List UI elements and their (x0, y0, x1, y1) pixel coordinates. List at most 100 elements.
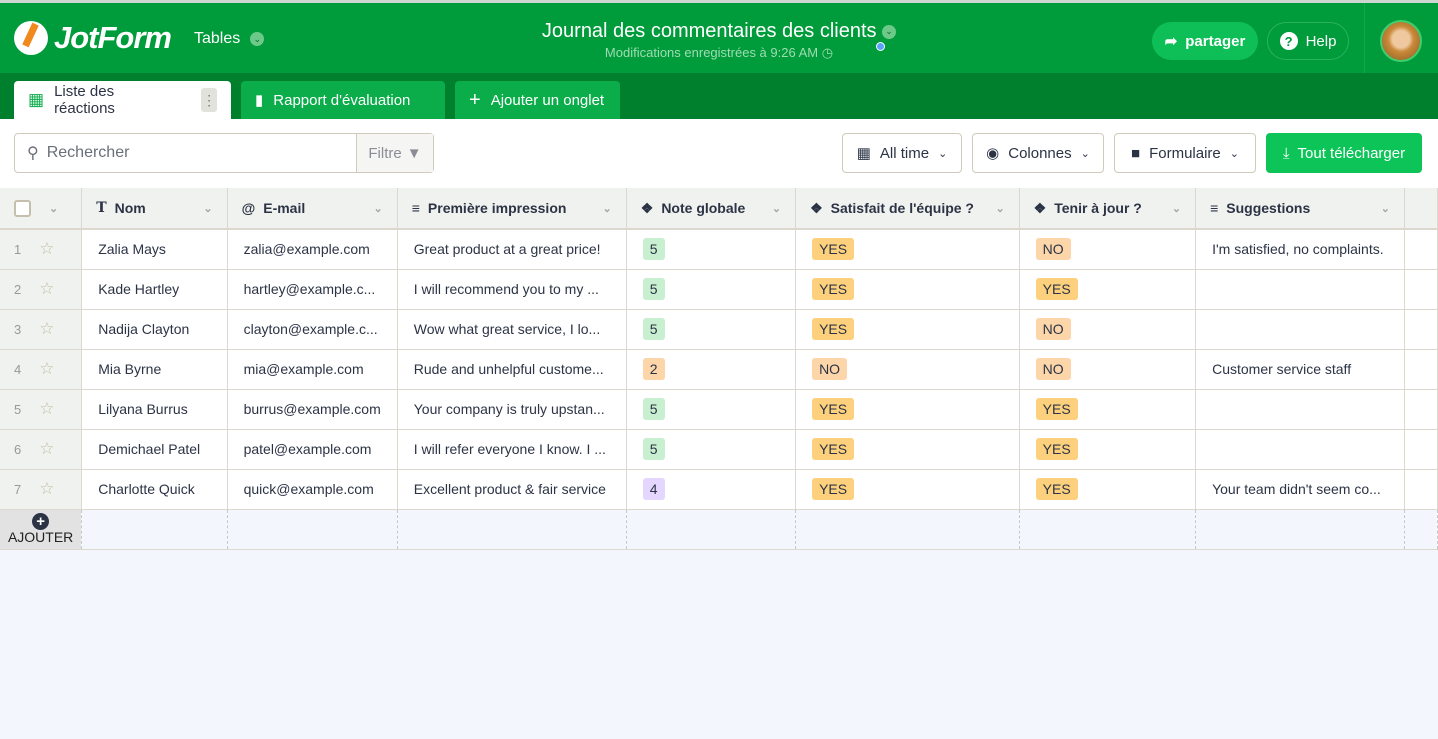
row-number-cell[interactable]: 5 ☆ (0, 389, 83, 430)
cell-email[interactable]: burrus@example.com (227, 389, 398, 430)
star-icon[interactable]: ☆ (39, 239, 55, 259)
cell-note[interactable]: 2 (626, 349, 797, 390)
table-row[interactable]: 4 ☆ Mia Byrne mia@example.com Rude and un… (0, 349, 1438, 390)
cell-note[interactable]: 5 (626, 309, 797, 350)
share-button[interactable]: ➦ partager (1152, 22, 1258, 60)
search-input[interactable]: ⚲ Rechercher Filtre ▼ (14, 133, 434, 173)
cell-note[interactable]: 5 (626, 389, 797, 430)
cell-email[interactable]: hartley@example.c... (227, 269, 398, 310)
row-number-cell[interactable]: 4 ☆ (0, 349, 83, 390)
chevron-down-icon[interactable]: ⌄ (49, 202, 59, 215)
star-icon[interactable]: ☆ (39, 479, 55, 498)
empty-cell[interactable] (1019, 509, 1197, 550)
cell-name[interactable]: Charlotte Quick (81, 469, 228, 510)
cell-satisfied[interactable]: YES (795, 429, 1020, 470)
column-header-email[interactable]: @ E-mail ⌄ (227, 188, 398, 230)
cell-impression[interactable]: I will recommend you to my ... (397, 269, 627, 310)
table-row[interactable]: 7 ☆ Charlotte Quick quick@example.com Exc… (0, 469, 1438, 510)
tab-rapport-evaluation[interactable]: ▮ Rapport d'évaluation (241, 81, 445, 119)
cell-update[interactable]: NO (1019, 349, 1197, 390)
avatar[interactable] (1380, 20, 1422, 62)
cell-email[interactable]: mia@example.com (227, 349, 398, 390)
time-range-dropdown[interactable]: ▦ All time ⌄ (842, 133, 962, 173)
cell-email[interactable]: patel@example.com (227, 429, 398, 470)
cell-email[interactable]: quick@example.com (227, 469, 398, 510)
column-header-suggestions[interactable]: ≡ Suggestions ⌄ (1195, 188, 1405, 230)
cell-name[interactable]: Lilyana Burrus (81, 389, 228, 430)
column-header-tenir-a-jour[interactable]: ❖ Tenir à jour ? ⌄ (1019, 188, 1197, 230)
table-row[interactable]: 3 ☆ Nadija Clayton clayton@example.c... W… (0, 309, 1438, 350)
form-dropdown[interactable]: ■ Formulaire ⌄ (1114, 133, 1256, 173)
download-all-button[interactable]: ⤓ Tout télécharger (1266, 133, 1422, 173)
empty-cell[interactable] (626, 509, 797, 550)
help-button[interactable]: ? Help (1267, 22, 1349, 60)
table-row[interactable]: 2 ☆ Kade Hartley hartley@example.c... I w… (0, 269, 1438, 310)
empty-cell[interactable] (1195, 509, 1405, 550)
cell-note[interactable]: 5 (626, 229, 797, 270)
cell-email[interactable]: clayton@example.c... (227, 309, 398, 350)
select-all-checkbox[interactable] (14, 199, 31, 217)
cell-name[interactable]: Nadija Clayton (81, 309, 228, 350)
cell-suggestion[interactable]: I'm satisfied, no complaints. (1195, 229, 1405, 270)
table-row[interactable]: 6 ☆ Demichael Patel patel@example.com I w… (0, 429, 1438, 470)
cell-update[interactable]: NO (1019, 229, 1197, 270)
jotform-logo[interactable]: JotForm (14, 20, 172, 56)
cell-update[interactable]: YES (1019, 269, 1197, 310)
row-number-cell[interactable]: 7 ☆ (0, 469, 83, 510)
cell-note[interactable]: 5 (626, 269, 797, 310)
cell-impression[interactable]: Wow what great service, I lo... (397, 309, 627, 350)
cell-satisfied[interactable]: YES (795, 469, 1020, 510)
star-icon[interactable]: ☆ (39, 319, 55, 338)
empty-cell[interactable] (227, 509, 398, 550)
cell-satisfied[interactable]: YES (795, 389, 1020, 430)
chevron-down-icon[interactable]: ⌄ (1171, 202, 1182, 215)
star-icon[interactable]: ☆ (39, 439, 55, 458)
select-all-header[interactable]: ⌄ (0, 188, 83, 230)
cell-impression[interactable]: Rude and unhelpful custome... (397, 349, 627, 390)
star-icon[interactable]: ☆ (39, 279, 55, 298)
cell-impression[interactable]: Your company is truly upstan... (397, 389, 627, 430)
cell-note[interactable]: 5 (626, 429, 797, 470)
cell-name[interactable]: Mia Byrne (81, 349, 228, 390)
cell-satisfied[interactable]: YES (795, 269, 1020, 310)
star-icon[interactable]: ☆ (39, 359, 55, 378)
chevron-down-icon[interactable]: ⌄ (602, 202, 612, 215)
cell-update[interactable]: YES (1019, 429, 1197, 470)
star-icon[interactable]: ☆ (39, 399, 55, 418)
table-row[interactable]: 5 ☆ Lilyana Burrus burrus@example.com You… (0, 389, 1438, 430)
cell-update[interactable]: YES (1019, 469, 1197, 510)
column-header-premiere-impression[interactable]: ≡ Première impression ⌄ (397, 188, 627, 230)
cell-satisfied[interactable]: YES (795, 229, 1020, 270)
cell-satisfied[interactable]: YES (795, 309, 1020, 350)
empty-cell[interactable] (81, 509, 228, 550)
column-header-satisfait[interactable]: ❖ Satisfait de l'équipe ? ⌄ (795, 188, 1020, 230)
chevron-down-icon[interactable]: ⌄ (203, 202, 213, 215)
cell-impression[interactable]: Excellent product & fair service (397, 469, 627, 510)
cell-suggestion[interactable]: Customer service staff (1195, 349, 1405, 390)
add-row-button[interactable]: + AJOUTER (0, 509, 83, 550)
column-header-nom[interactable]: T Nom ⌄ (81, 188, 228, 230)
cell-impression[interactable]: I will refer everyone I know. I ... (397, 429, 627, 470)
columns-dropdown[interactable]: ◉ Colonnes ⌄ (972, 133, 1104, 173)
cell-suggestion[interactable] (1195, 389, 1405, 430)
empty-cell[interactable] (397, 509, 627, 550)
cell-update[interactable]: YES (1019, 389, 1197, 430)
cell-update[interactable]: NO (1019, 309, 1197, 350)
chevron-down-icon[interactable]: ⌄ (995, 202, 1005, 215)
chevron-down-icon[interactable]: ⌄ (771, 202, 782, 215)
chevron-down-icon[interactable]: ⌄ (1380, 202, 1390, 215)
cell-suggestion[interactable] (1195, 429, 1405, 470)
row-number-cell[interactable]: 6 ☆ (0, 429, 83, 470)
filter-button[interactable]: Filtre ▼ (356, 134, 433, 172)
chevron-down-icon[interactable]: ⌄ (373, 202, 383, 215)
cell-satisfied[interactable]: NO (795, 349, 1020, 390)
tables-menu[interactable]: Tables ⌄ (194, 30, 265, 48)
cell-note[interactable]: 4 (626, 469, 797, 510)
table-row[interactable]: 1 ☆ Zalia Mays zalia@example.com Great pr… (0, 229, 1438, 270)
tab-liste-des-reactions[interactable]: ▦ Liste des réactions ⋮ (14, 81, 231, 119)
cell-impression[interactable]: Great product at a great price! (397, 229, 627, 270)
row-number-cell[interactable]: 1 ☆ (0, 229, 83, 270)
column-header-note-globale[interactable]: ❖ Note globale ⌄ (626, 188, 797, 230)
cell-name[interactable]: Kade Hartley (81, 269, 228, 310)
cell-email[interactable]: zalia@example.com (227, 229, 398, 270)
